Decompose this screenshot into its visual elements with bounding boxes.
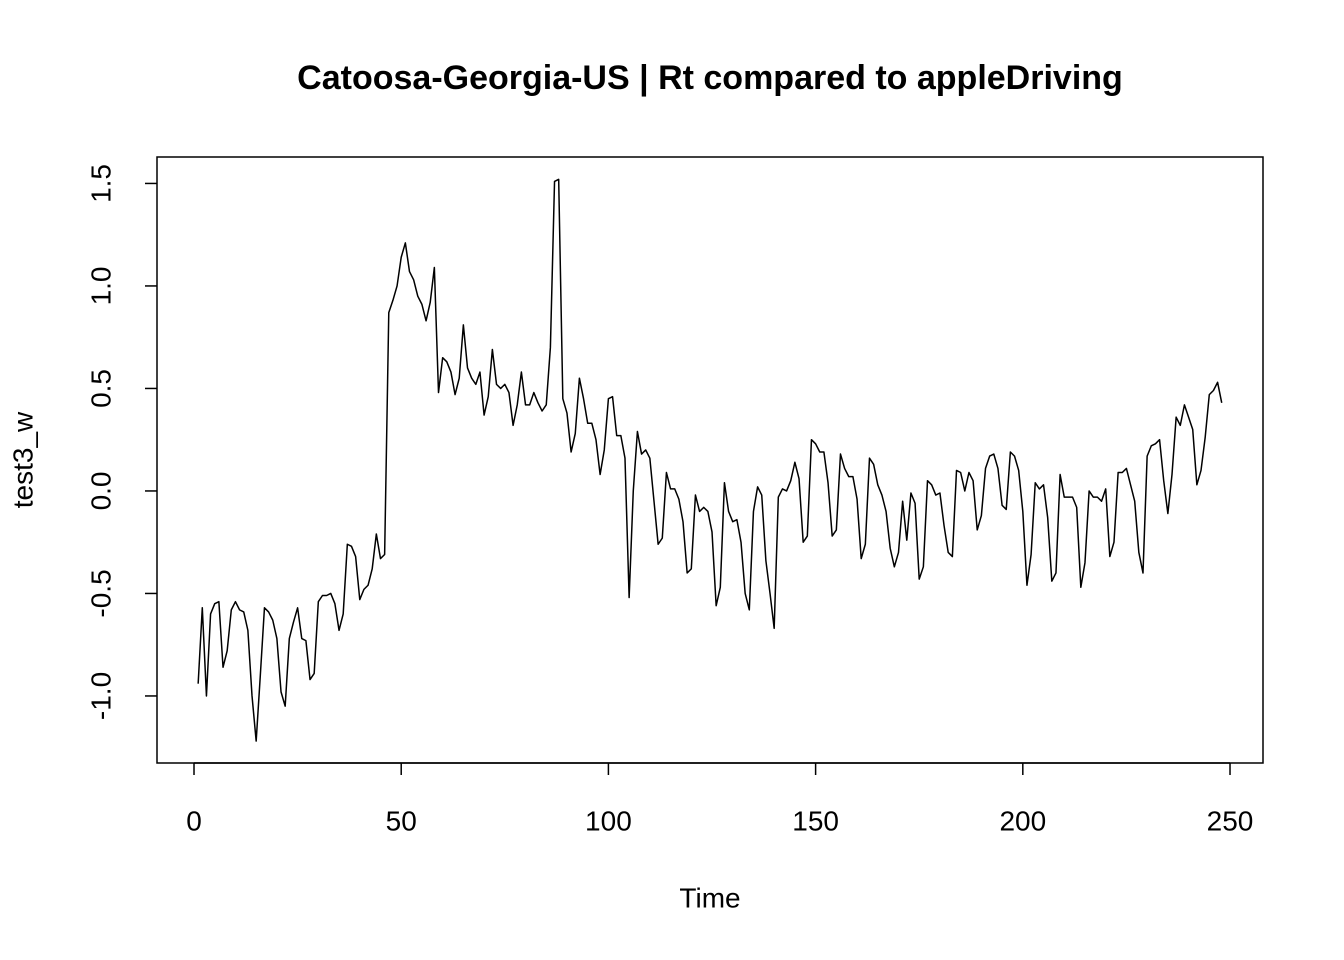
y-tick-label: 0.5 [85, 369, 116, 408]
x-tick-label: 200 [999, 805, 1046, 836]
x-tick-label: 150 [792, 805, 839, 836]
y-axis-label: test3_w [7, 411, 38, 508]
x-tick-label: 250 [1207, 805, 1254, 836]
x-tick-label: 50 [386, 805, 417, 836]
x-tick-label: 0 [186, 805, 202, 836]
x-axis-label: Time [679, 882, 740, 913]
x-tick-label: 100 [585, 805, 632, 836]
y-tick-label: 0.0 [85, 471, 116, 510]
y-tick-label: 1.5 [85, 164, 116, 203]
data-line [197, 178, 1223, 742]
chart-title: Catoosa-Georgia-US | Rt compared to appl… [297, 59, 1123, 97]
y-tick-label: -1.0 [85, 672, 116, 720]
y-tick-label: -0.5 [85, 569, 116, 617]
y-tick-label: 1.0 [85, 266, 116, 305]
